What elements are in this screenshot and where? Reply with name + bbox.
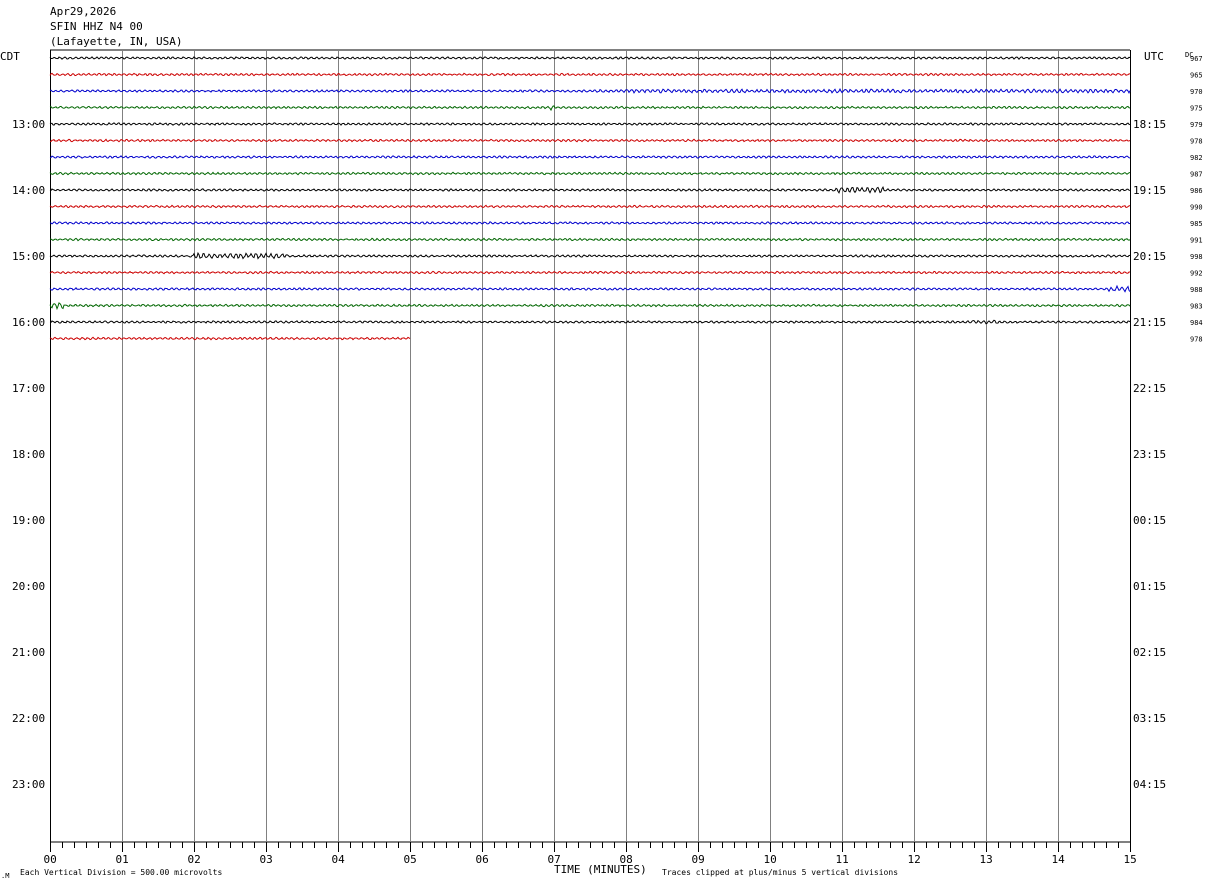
cdt-hour-label: 14:00	[12, 184, 45, 197]
seismic-trace	[49, 302, 1131, 311]
utc-hour-label: 01:15	[1133, 580, 1166, 593]
x-tick-label: 03	[260, 853, 273, 866]
seismic-trace	[49, 88, 1131, 95]
dc-offset-label: 990	[1190, 204, 1203, 212]
seismic-trace	[49, 319, 1131, 325]
plot-date: Apr29,2026	[50, 5, 117, 18]
station-location: (Lafayette, IN, USA)	[50, 35, 183, 48]
dc-offset-label: 982	[1190, 154, 1203, 162]
utc-hour-label: 22:15	[1133, 382, 1166, 395]
utc-hour-label: 23:15	[1133, 448, 1166, 461]
dc-label: DC	[1185, 51, 1193, 59]
cdt-hour-label: 13:00	[12, 118, 45, 131]
dc-offset-label: 979	[1190, 121, 1203, 129]
utc-hour-label: 21:15	[1133, 316, 1166, 329]
x-tick-label: 06	[476, 853, 489, 866]
utc-hour-label: 19:15	[1133, 184, 1166, 197]
dc-offset-label: 986	[1190, 187, 1203, 195]
cdt-hour-label: 23:00	[12, 778, 45, 791]
dc-offset-label: 970	[1190, 88, 1203, 96]
x-tick-label: 07	[548, 853, 561, 866]
utc-hour-label: 02:15	[1133, 646, 1166, 659]
scale-note: Each Vertical Division = 500.00 microvol…	[20, 868, 222, 877]
utc-hour-label: 20:15	[1133, 250, 1166, 263]
seismic-trace	[49, 186, 1131, 194]
x-tick-label: 12	[908, 853, 921, 866]
seismic-trace	[49, 155, 1131, 159]
label-layer: 00 01 02 03 04 05 06 07 08 09 10 11 12 13 14 15 13:00 14:…	[12, 55, 1203, 866]
x-tick-label: 05	[404, 853, 417, 866]
x-tick-label: 04	[332, 853, 346, 866]
trace-layer	[49, 56, 1131, 341]
cdt-label: CDT	[0, 50, 20, 63]
seismic-trace	[49, 138, 1131, 143]
x-tick-label: 14	[1052, 853, 1066, 866]
x-tick-label: 08	[620, 853, 633, 866]
cdt-hour-label: 17:00	[12, 382, 45, 395]
x-tick-label: 15	[1124, 853, 1137, 866]
dc-offset-label: 998	[1190, 253, 1203, 261]
seismic-trace	[49, 105, 1131, 112]
minute-grid	[50, 49, 1131, 852]
x-axis-title: TIME (MINUTES)	[554, 863, 647, 876]
cdt-hour-label: 16:00	[12, 316, 45, 329]
seismic-trace	[49, 336, 411, 341]
seismic-trace	[49, 72, 1131, 77]
cdt-hour-label: 20:00	[12, 580, 45, 593]
cdt-hour-label: 15:00	[12, 250, 45, 263]
seismic-trace	[49, 122, 1131, 126]
station-code: SFIN HHZ N4 00	[50, 20, 143, 33]
dc-offset-label: 985	[1190, 220, 1203, 228]
cdt-hour-label: 18:00	[12, 448, 45, 461]
x-tick-label: 11	[836, 853, 849, 866]
x-tick-label: 00	[44, 853, 57, 866]
dc-offset-label: 992	[1190, 270, 1203, 278]
dc-offset-label: 984	[1190, 319, 1203, 327]
cdt-hour-label: 21:00	[12, 646, 45, 659]
x-tick-label: 10	[764, 853, 777, 866]
x-tick-label: 13	[980, 853, 993, 866]
x-tick-label: 02	[188, 853, 201, 866]
cdt-hour-label: 19:00	[12, 514, 45, 527]
dc-offset-label: 965	[1190, 72, 1203, 80]
cdt-hour-label: 22:00	[12, 712, 45, 725]
footer-marker: .M	[1, 872, 9, 880]
dc-offset-label: 987	[1190, 171, 1203, 179]
dc-offset-label: 975	[1190, 105, 1203, 113]
seismic-trace	[49, 204, 1131, 209]
dc-offset-label: 988	[1190, 286, 1203, 294]
seismic-trace	[49, 56, 1131, 60]
seismic-trace	[49, 251, 1131, 260]
seismic-trace	[49, 221, 1131, 225]
x-tick-label: 01	[116, 853, 129, 866]
utc-hour-label: 00:15	[1133, 514, 1166, 527]
seismic-trace	[49, 270, 1131, 275]
seismic-trace	[49, 171, 1131, 176]
x-tick-label: 09	[692, 853, 705, 866]
utc-label: UTC	[1144, 50, 1164, 63]
dc-offset-label: 983	[1190, 303, 1203, 311]
clip-note: Traces clipped at plus/minus 5 vertical …	[662, 868, 898, 877]
seismic-trace	[49, 237, 1131, 242]
dc-offset-label: 991	[1190, 237, 1203, 245]
dc-offset-label: 978	[1190, 336, 1203, 344]
dc-offset-label: 978	[1190, 138, 1203, 146]
utc-hour-label: 04:15	[1133, 778, 1166, 791]
utc-hour-label: 18:15	[1133, 118, 1166, 131]
dc-offset-label: 967	[1190, 55, 1203, 63]
seismic-trace	[49, 284, 1131, 293]
utc-hour-label: 03:15	[1133, 712, 1166, 725]
